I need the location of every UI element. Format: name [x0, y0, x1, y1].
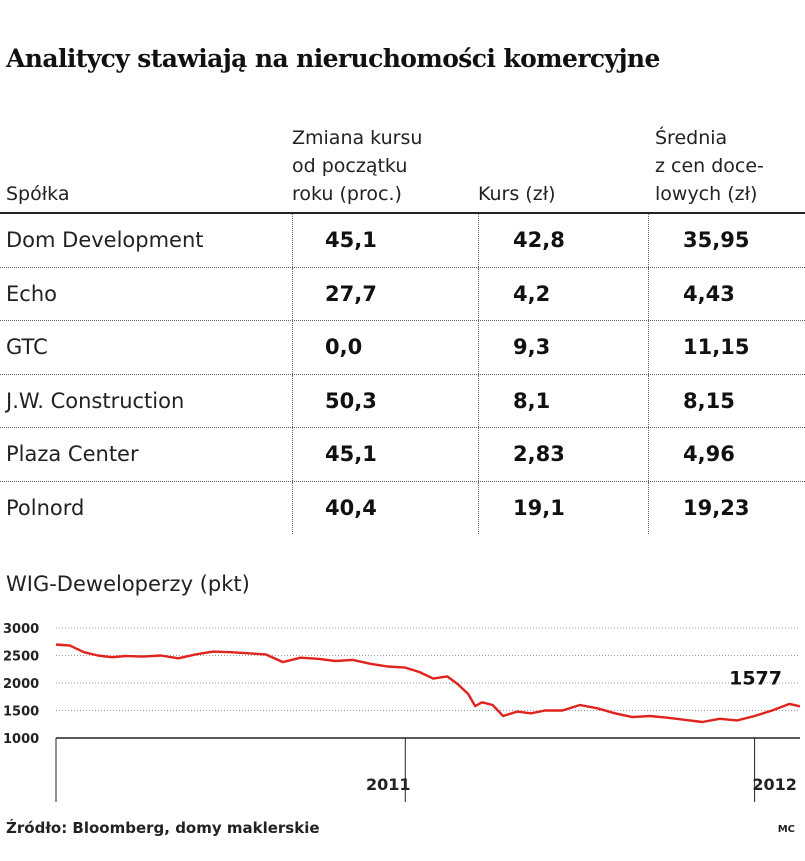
cell-company: Polnord — [6, 495, 85, 520]
cell-target: 19,23 — [648, 481, 805, 534]
table-row: J.W. Construction 50,3 8,1 8,15 — [0, 374, 805, 428]
table-row: Polnord 40,4 19,1 19,23 — [0, 481, 805, 534]
author-credit: MC — [777, 824, 795, 835]
cell-company: Echo — [6, 281, 57, 306]
wig-deweloperzy-chart: 1000 1500 2000 2500 3000 2011 2012 1577 — [3, 622, 801, 802]
cell-target: 4,96 — [648, 428, 805, 481]
header-price: Kurs (zł) — [478, 183, 556, 205]
table-row: Dom Development 45,1 42,8 35,95 — [0, 214, 805, 268]
table-row: Plaza Center 45,1 2,83 4,96 — [0, 428, 805, 482]
cell-company: Plaza Center — [6, 442, 139, 467]
cell-change: 40,4 — [292, 481, 475, 534]
cell-price: 2,83 — [478, 428, 643, 481]
cell-company: GTC — [6, 335, 48, 360]
cell-change: 27,7 — [292, 267, 475, 320]
table-row: Echo 27,7 4,2 4,43 — [0, 267, 805, 321]
stocks-table: Spółka Zmiana kursu od początku roku (pr… — [0, 108, 805, 214]
table-row: GTC 0,0 9,3 11,15 — [0, 321, 805, 375]
cell-company: J.W. Construction — [6, 388, 185, 413]
table-body: Dom Development 45,1 42,8 35,95 Echo 27,… — [0, 214, 805, 534]
cell-change: 45,1 — [292, 214, 475, 267]
cell-target: 35,95 — [648, 214, 805, 267]
cell-price: 19,1 — [478, 481, 643, 534]
header-target: Średnia z cen doce- lowych (zł) — [655, 127, 764, 205]
header-company: Spółka — [6, 183, 70, 205]
cell-company: Dom Development — [6, 228, 204, 253]
y-tick-label: 2500 — [3, 650, 39, 665]
series-line — [55, 643, 801, 724]
cell-target: 11,15 — [648, 321, 805, 374]
table-header: Spółka Zmiana kursu od początku roku (pr… — [0, 108, 805, 214]
x-tick-label: 2011 — [366, 775, 411, 794]
cell-target: 4,43 — [648, 267, 805, 320]
header-change: Zmiana kursu od początku roku (proc.) — [292, 127, 423, 205]
table-header-rule — [0, 212, 805, 214]
page-title: Analitycy stawiają na nieruchomości kome… — [6, 44, 660, 73]
cell-price: 4,2 — [478, 267, 643, 320]
last-value-label: 1577 — [729, 667, 782, 689]
y-tick-label: 1500 — [3, 705, 39, 720]
y-tick-label: 2000 — [3, 677, 39, 692]
cell-price: 8,1 — [478, 374, 643, 427]
y-tick-label: 1000 — [3, 732, 39, 747]
chart-title: WIG-Deweloperzy (pkt) — [6, 572, 250, 596]
y-tick-label: 3000 — [3, 622, 39, 637]
cell-target: 8,15 — [648, 374, 805, 427]
x-tick-label: 2012 — [752, 775, 797, 794]
cell-change: 45,1 — [292, 428, 475, 481]
source-note: Źródło: Bloomberg, domy maklerskie — [6, 819, 320, 837]
cell-price: 42,8 — [478, 214, 643, 267]
cell-change: 50,3 — [292, 374, 475, 427]
cell-price: 9,3 — [478, 321, 643, 374]
cell-change: 0,0 — [292, 321, 475, 374]
